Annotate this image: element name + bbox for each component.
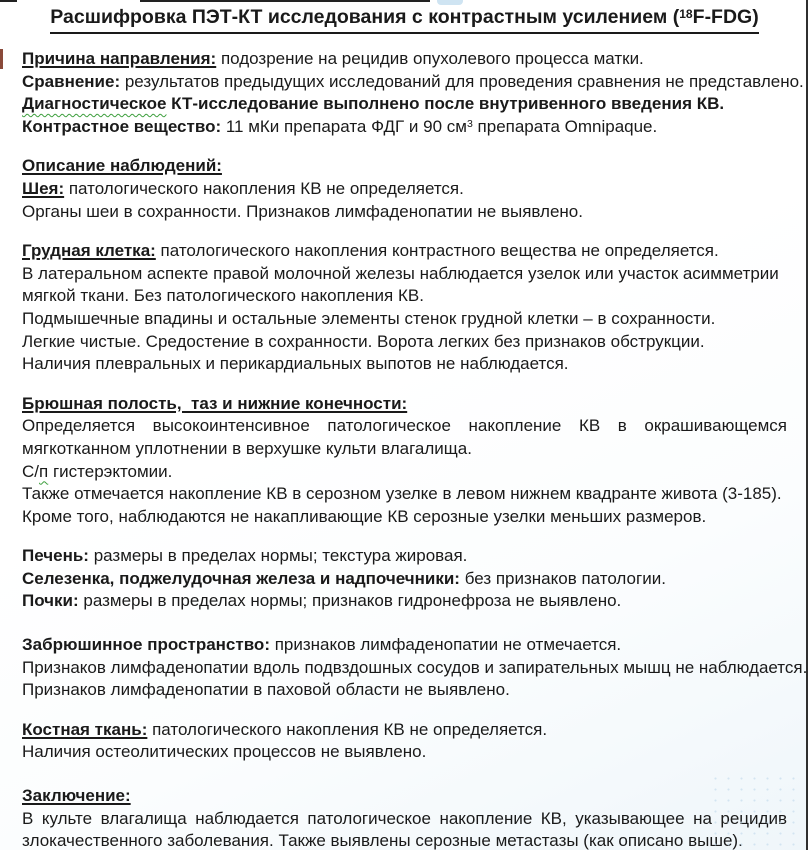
text-run: Признаков лимфаденопатии вдоль подвздошн… (22, 657, 808, 677)
superscript-text: 18 (679, 6, 693, 21)
text-run: патологического накопления КВ не определ… (147, 719, 548, 739)
findings-heading: Описание наблюдений: (22, 155, 787, 178)
conclusion-line-1b: злокачественного заболевания. Также выяв… (22, 830, 787, 853)
text-run: Подмышечные впадины и остальные элементы… (22, 308, 716, 328)
text-run: Сравнение: (22, 71, 121, 91)
text-run: КТ-исследование выполнено после внутриве… (166, 94, 725, 114)
text-run: Селезенка, поджелудочная железа и надпоч… (22, 568, 460, 588)
text-run: подозрение на рецидив опухолевого процес… (216, 49, 644, 68)
abdomen-finding-line-1b: мягкотканном уплотнении в верхушке культ… (22, 438, 787, 461)
abdomen-heading: Брюшная полость, таз и нижние конечности… (22, 393, 787, 416)
top-edge-artifact-left (0, 0, 17, 2)
text-run: Причина направления: (22, 49, 217, 68)
ct-procedure-note-line: Диагностическое КТ-исследование выполнен… (22, 93, 787, 116)
abdomen-finding-line-2: С/п гистерэктомии. (22, 461, 787, 484)
text-run: Признаков лимфаденопатии в паховой облас… (22, 680, 510, 700)
grammar-flagged-text: п (39, 461, 49, 481)
paragraph-spacer (22, 764, 787, 785)
neck-detail-line: Органы шеи в сохранности. Признаков лимф… (22, 201, 787, 224)
conclusion-heading: Заключение: (22, 785, 787, 808)
chest-detail-line-5: Наличия плевральных и перикардиальных вы… (22, 353, 787, 376)
abdomen-finding-line-1a: Определяется высокоинтенсивное патологич… (22, 415, 787, 438)
retroperitoneum-detail-line-1: Признаков лимфаденопатии вдоль подвздошн… (22, 657, 807, 680)
paragraph-spacer (22, 528, 787, 545)
left-edge-red-mark (0, 49, 3, 69)
text-run: Брюшная полость, таз и нижние конечности… (22, 393, 408, 413)
text-run: гистерэктомии. (48, 461, 173, 481)
text-run: размеры в пределах нормы; текстура жиров… (88, 546, 468, 566)
chest-detail-line-4: Легкие чистые. Средостение в сохранности… (22, 331, 787, 354)
text-run: Грудная клетка: (22, 241, 156, 261)
text-run: Шея: (22, 178, 65, 198)
text-run: В латеральном аспекте правой молочной же… (22, 263, 779, 283)
retroperitoneum-detail-line-2: Признаков лимфаденопатии в паховой облас… (22, 679, 787, 702)
paragraph-spacer (22, 223, 787, 240)
text-run: Забрюшинное пространство: (22, 635, 270, 655)
neck-line: Шея: патологического накопления КВ не оп… (22, 178, 787, 201)
text-run: Также отмечается накопление КВ в серозно… (22, 484, 782, 504)
chest-detail-line-3: Подмышечные впадины и остальные элементы… (22, 308, 787, 331)
page-title: Расшифровка ПЭТ-КТ исследования с контра… (22, 5, 787, 34)
text-run: Органы шеи в сохранности. Признаков лимф… (22, 201, 583, 221)
paragraph-spacer (22, 613, 787, 634)
right-edge-line (806, 0, 808, 850)
text-run: мягкотканном уплотнении в верхушке культ… (22, 438, 472, 458)
text-run: Кроме того, наблюдаются не накапливающие… (22, 506, 707, 526)
contrast-agent-line: Контрастное вещество: 11 мКи препарата Ф… (22, 116, 787, 139)
text-run: Наличия остеолитических процессов не выя… (22, 742, 427, 762)
retroperitoneum-line: Забрюшинное пространство: признаков лимф… (22, 634, 787, 657)
paragraph-spacer (22, 376, 787, 393)
text-run: признаков лимфаденопатии не отмечается. (269, 635, 622, 655)
text-run: размеры в пределах нормы; признаков гидр… (78, 591, 622, 611)
liver-line: Печень: размеры в пределах нормы; тексту… (22, 545, 787, 568)
text-run: результатов предыдущих исследований для … (120, 71, 804, 91)
report-document: Расшифровка ПЭТ-КТ исследования с контра… (22, 5, 807, 853)
grammar-flagged-text: Диагностическое (22, 94, 167, 114)
text-run: Описание наблюдений: (22, 156, 222, 176)
text-run: F-FDG) (692, 6, 759, 28)
referral-reason-line: Причина направления: подозрение на рецид… (22, 48, 787, 71)
chest-detail-line-2: мягкой ткани. Без патологического накопл… (22, 285, 787, 308)
bone-detail-line: Наличия остеолитических процессов не выя… (22, 741, 787, 764)
text-run: 11 мКи препарата ФДГ и 90 см (221, 116, 467, 136)
top-edge-blue-artifact (437, 0, 463, 5)
chest-detail-line-1: В латеральном аспекте правой молочной же… (22, 263, 787, 286)
top-edge-artifact-center (140, 0, 430, 2)
text-run: С/ (22, 461, 39, 481)
text-run: Определяется высокоинтенсивное патологич… (22, 416, 787, 436)
text-run: Наличия плевральных и перикардиальных вы… (22, 354, 569, 374)
text-run: В культе влагалища наблюдается патологич… (22, 808, 787, 828)
text-run: Заключение: (22, 786, 131, 806)
comparison-line: Сравнение: результатов предыдущих исслед… (22, 71, 804, 94)
abdomen-finding-line-4: Кроме того, наблюдаются не накапливающие… (22, 506, 787, 529)
text-run: Расшифровка ПЭТ-КТ исследования с контра… (50, 6, 680, 28)
page-title-text: Расшифровка ПЭТ-КТ исследования с контра… (50, 5, 759, 34)
kidneys-line: Почки: размеры в пределах нормы; признак… (22, 590, 787, 613)
text-run: Печень: (22, 546, 89, 566)
text-run: Легкие чистые. Средостение в сохранности… (22, 331, 705, 351)
text-run: Почки: (22, 591, 79, 611)
text-run: препарата Omnipaque. (472, 116, 658, 136)
text-run: патологического накопления КВ не определ… (64, 178, 464, 198)
text-run: мягкой ткани. Без патологического накопл… (22, 286, 424, 306)
spleen-pancreas-adrenals-line: Селезенка, поджелудочная железа и надпоч… (22, 568, 787, 591)
document-body: Причина направления: подозрение на рецид… (22, 48, 807, 853)
abdomen-finding-line-3: Также отмечается накопление КВ в серозно… (22, 483, 787, 506)
paragraph-spacer (22, 138, 787, 155)
text-run: без признаков патологии. (459, 568, 666, 588)
text-run: патологического накопления контрастного … (155, 241, 719, 261)
conclusion-line-1a: В культе влагалища наблюдается патологич… (22, 808, 787, 831)
paragraph-spacer (22, 702, 787, 719)
bone-line: Костная ткань: патологического накоплени… (22, 719, 787, 742)
text-run: злокачественного заболевания. Также выяв… (22, 831, 743, 851)
text-run: Костная ткань: (22, 719, 148, 739)
superscript-text: 3 (466, 118, 473, 131)
chest-line: Грудная клетка: патологического накоплен… (22, 240, 787, 263)
text-run: Контрастное вещество: (22, 116, 222, 136)
